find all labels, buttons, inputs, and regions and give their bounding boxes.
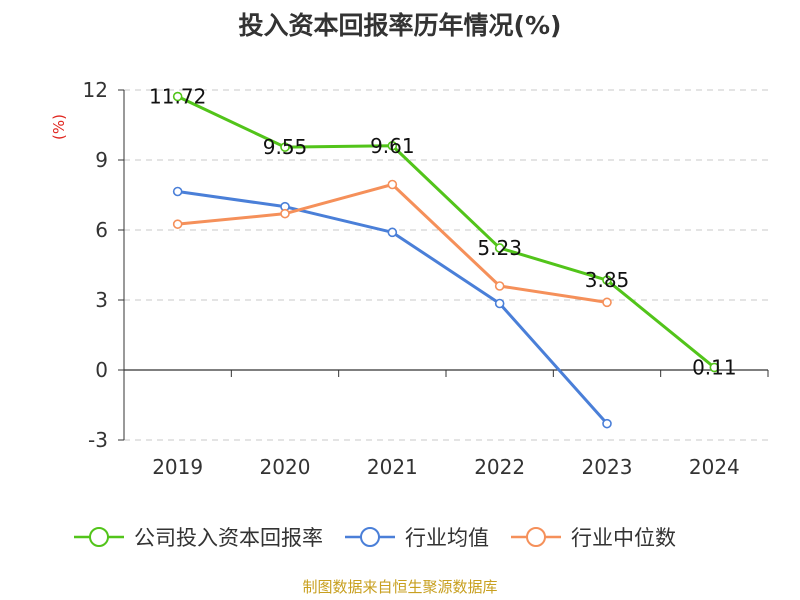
data-point xyxy=(709,362,720,373)
data-label: 3.85 xyxy=(585,268,630,292)
legend-item-2: 行业均值 xyxy=(345,526,489,550)
series-2 xyxy=(172,186,612,429)
series-1 xyxy=(172,91,720,373)
data-point xyxy=(494,281,505,291)
data-point xyxy=(602,297,612,308)
legend-label: 行业均值 xyxy=(405,526,489,550)
y-tick-label: 9 xyxy=(95,148,108,172)
y-tick-label: 3 xyxy=(95,288,108,312)
data-label: 11.72 xyxy=(149,85,206,109)
axes: -3 0 3 6 9 12 (%) 2019 2020 2021 2022 2023 2024 xyxy=(50,78,769,479)
data-point xyxy=(602,418,612,429)
data-point xyxy=(387,227,398,238)
data-point xyxy=(280,208,290,219)
series-3 xyxy=(172,179,612,308)
data-point xyxy=(387,179,398,190)
data-point xyxy=(280,142,290,152)
series-line xyxy=(177,95,716,369)
source-note: 制图数据来自恒生聚源数据库 xyxy=(302,578,498,596)
data-labels: 11.72 9.55 9.61 5.23 3.85 0.11 xyxy=(149,85,737,380)
data-point xyxy=(387,140,398,151)
y-tick-label: 12 xyxy=(83,78,108,102)
y-tick-label: 6 xyxy=(95,218,108,242)
legend-label: 公司投入资本回报率 xyxy=(134,526,323,550)
x-tick-label: 2020 xyxy=(260,455,311,479)
data-point xyxy=(494,298,505,309)
x-tick-label: 2022 xyxy=(474,455,525,479)
legend-marker xyxy=(89,527,109,547)
y-axis-unit: (%) xyxy=(50,114,68,140)
grid-lines xyxy=(124,89,768,441)
legend: 公司投入资本回报率 行业均值 行业中位数 xyxy=(74,526,676,550)
series-line xyxy=(177,183,608,304)
data-point xyxy=(172,186,183,197)
x-tick-label: 2021 xyxy=(367,455,418,479)
data-point xyxy=(494,243,505,253)
x-tick-label: 2024 xyxy=(689,455,740,479)
legend-item-3: 行业中位数 xyxy=(511,526,676,550)
y-tick-label: 0 xyxy=(95,358,108,382)
y-tick-label: -3 xyxy=(88,428,108,452)
legend-label: 行业中位数 xyxy=(571,526,676,550)
data-label: 9.55 xyxy=(263,135,308,159)
data-point xyxy=(172,91,183,102)
legend-marker xyxy=(526,527,546,547)
legend-marker xyxy=(360,527,380,547)
chart-title: 投入资本回报率历年情况(%) xyxy=(238,11,562,40)
data-label: 0.11 xyxy=(692,355,737,379)
legend-item-1: 公司投入资本回报率 xyxy=(74,526,323,550)
x-tick-label: 2023 xyxy=(582,455,633,479)
data-label: 9.61 xyxy=(370,134,415,158)
x-tick-label: 2019 xyxy=(152,455,203,479)
data-point xyxy=(172,219,183,229)
series-lines xyxy=(172,91,720,429)
series-line xyxy=(177,190,609,425)
data-point xyxy=(602,275,612,285)
data-label: 5.23 xyxy=(477,236,522,260)
